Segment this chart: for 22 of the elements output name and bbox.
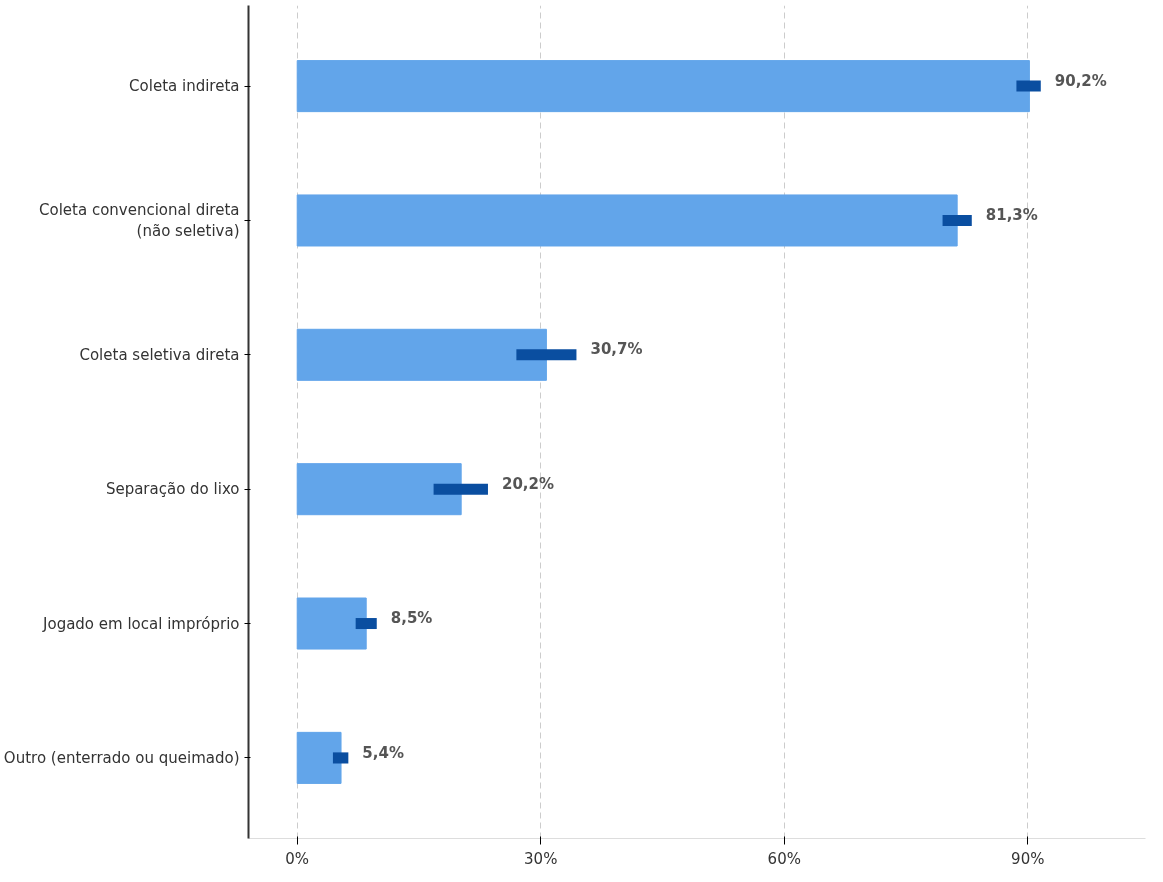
- y-tick-label: Outro (enterrado ou queimado): [3, 748, 240, 767]
- data-label: 81,3%: [985, 206, 1038, 225]
- bar: [296, 328, 547, 381]
- x-tick-label: 30%: [524, 849, 558, 868]
- data-label: 20,2%: [501, 474, 555, 493]
- data-label: 5,4%: [362, 743, 404, 762]
- y-tick-label: Separação do lixo: [105, 480, 240, 499]
- x-tick-label: 60%: [767, 849, 801, 868]
- bar: [296, 597, 367, 650]
- y-tick-label: Coleta seletiva direta: [79, 345, 240, 364]
- y-tick-label: Coleta convencional direta (não seletiva): [39, 200, 240, 241]
- data-label: 30,7%: [590, 340, 643, 359]
- y-tick-label: Jogado em local impróprio: [42, 614, 240, 633]
- bar: [296, 463, 462, 516]
- x-tick-label: 90%: [1011, 849, 1045, 868]
- data-label: 90,2%: [1054, 71, 1107, 90]
- bar: [296, 731, 342, 784]
- y-tick-label: Coleta indireta: [129, 77, 240, 96]
- x-tick-label: 0%: [285, 849, 310, 868]
- bar: [296, 194, 958, 247]
- bar: [296, 60, 1030, 113]
- data-label: 8,5%: [390, 609, 433, 628]
